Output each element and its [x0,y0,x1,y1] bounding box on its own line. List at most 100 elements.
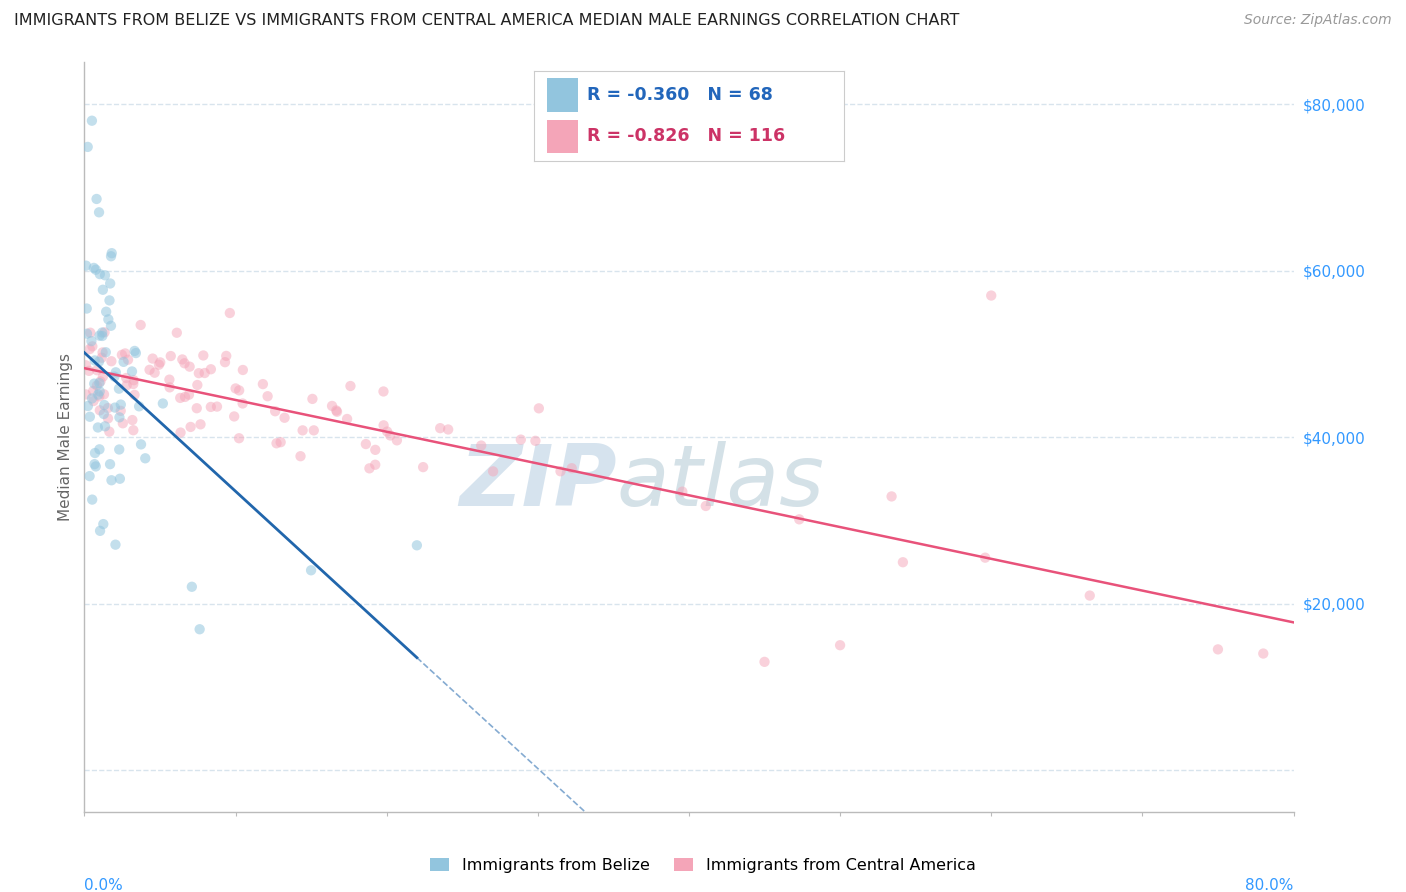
Point [273,410,295,425]
Point [75,259,97,273]
Point [159,349,181,363]
Point [412,460,434,475]
Point [228,384,250,398]
Point [93,407,115,421]
Point [83,376,105,391]
Text: 80.0%: 80.0% [1246,879,1294,892]
Point [143,366,166,380]
Point [173,356,195,370]
Point [90,351,112,365]
Bar [547,120,578,153]
Point [79,342,101,356]
Point [527,401,550,416]
Point [97,401,120,415]
Point [157,373,180,387]
Point [80,392,103,406]
Point [82,339,104,353]
Point [194,366,217,380]
Point [200,362,222,376]
Point [215,349,238,363]
Text: Source: ZipAtlas.com: Source: ZipAtlas.com [1244,13,1392,28]
Point [373,418,395,433]
Point [1253,647,1275,661]
Point [385,434,408,448]
Point [470,439,492,453]
Point [159,380,181,394]
Point [86,378,108,392]
Y-axis label: Median Male Earnings: Median Male Earnings [58,353,73,521]
Point [100,246,122,260]
Point [98,293,121,308]
Point [82,492,104,507]
Point [83,353,105,368]
Point [115,378,138,392]
Point [205,400,228,414]
Point [880,490,903,504]
Point [129,437,152,451]
Point [89,524,111,538]
Point [93,398,115,412]
Point [380,428,402,442]
Point [299,563,322,577]
Point [266,436,288,450]
Point [104,538,127,552]
Point [166,326,188,340]
Point [148,358,170,372]
Point [364,458,387,472]
Point [94,268,117,283]
Point [787,512,810,526]
Point [354,437,377,451]
Point [437,422,460,436]
Point [98,425,121,439]
Point [89,267,111,281]
Point [1078,589,1101,603]
Point [339,379,361,393]
Point [224,409,246,424]
Point [103,369,125,384]
Point [97,411,120,425]
Point [177,387,200,401]
Point [75,359,97,373]
Point [125,346,148,360]
Point [232,363,254,377]
Point [561,461,583,475]
Point [108,442,131,457]
Point [108,472,131,486]
Point [122,373,145,387]
Point [169,391,191,405]
Point [225,381,247,395]
Point [169,425,191,440]
Point [326,405,349,419]
Point [375,425,398,439]
Point [89,389,111,403]
Point [89,375,111,389]
Point [301,392,323,406]
Point [891,555,914,569]
Point [80,113,103,128]
Point [114,346,136,360]
Point [180,420,202,434]
Point [264,404,287,418]
Point [82,384,104,398]
Point [122,423,145,437]
Point [482,464,505,478]
Point [200,400,222,414]
Point [100,354,122,368]
Point [186,401,208,416]
Point [87,205,110,219]
Point [91,345,114,359]
Point [180,580,202,594]
Point [336,412,359,426]
Point [98,457,121,471]
Point [91,517,114,532]
Point [82,394,104,409]
Point [89,442,111,457]
Point [325,403,347,417]
Point [218,306,240,320]
Point [214,355,236,369]
Point [149,355,172,369]
Point [974,550,997,565]
Point [110,404,132,418]
Point [84,262,107,277]
Point [524,434,547,448]
